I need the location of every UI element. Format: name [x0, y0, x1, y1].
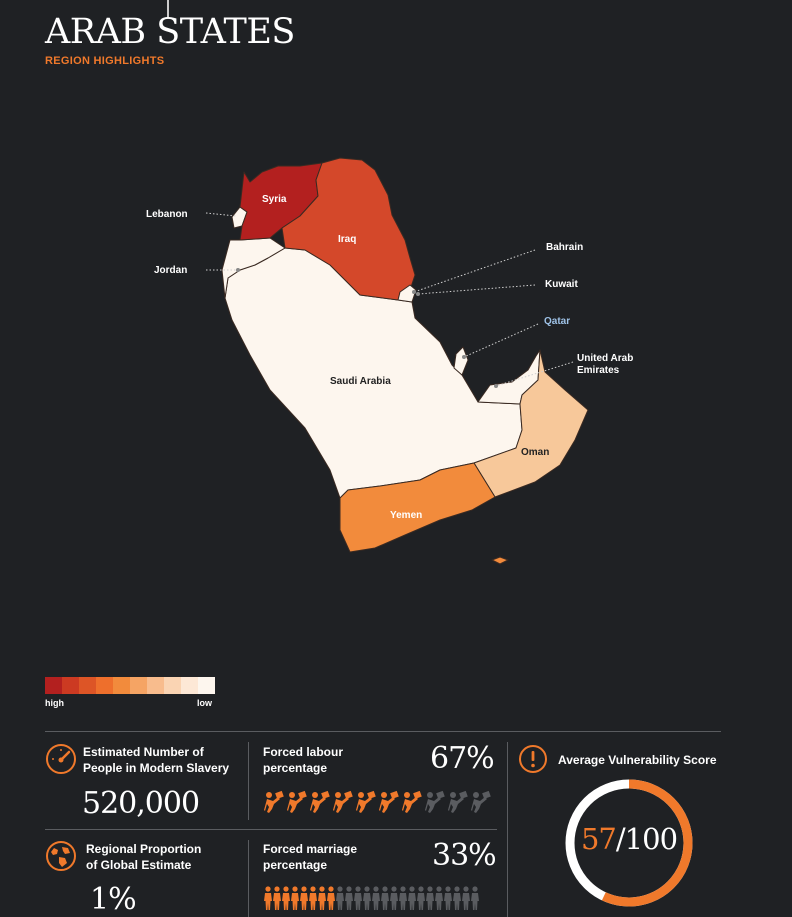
worker-pushing-icon [333, 790, 353, 813]
country-yemen[interactable] [339, 462, 496, 553]
legend-swatch [96, 677, 113, 694]
page-subtitle: REGION HIGHLIGHTS [45, 55, 165, 67]
label-bahrain: Bahrain [546, 242, 583, 253]
stats-middle-divider [45, 829, 497, 830]
person-icon [444, 886, 452, 910]
label-kuwait: Kuwait [545, 279, 578, 290]
vulnerability-score-max: /100 [615, 822, 678, 856]
stats-vdivider-2 [248, 840, 249, 917]
worker-pushing-icon [264, 790, 284, 813]
person-icon [291, 886, 299, 910]
label-oman: Oman [521, 447, 549, 458]
legend-swatch [147, 677, 164, 694]
label-jordan: Jordan [154, 265, 187, 276]
worker-pushing-icon [402, 790, 422, 813]
page-title: ARAB STATES [45, 12, 295, 52]
person-icon [336, 886, 344, 910]
label-uae-line2: Emirates [577, 365, 620, 376]
person-icon [372, 886, 380, 910]
label-uae-line1: United Arab [577, 353, 633, 364]
person-icon [426, 886, 434, 910]
forced-labour-label: Forced labour percentage [263, 745, 344, 775]
legend-swatch [79, 677, 96, 694]
stats-vdivider-3 [507, 742, 508, 917]
person-icon [309, 886, 317, 910]
proportion-value: 1% [90, 882, 137, 917]
forced-marriage-value: 33% [432, 838, 497, 873]
person-icon [381, 886, 389, 910]
person-icon [264, 886, 272, 910]
country-kuwait[interactable] [397, 284, 417, 303]
person-icon [345, 886, 353, 910]
estimated-label: Estimated Number of People in Modern Sla… [83, 745, 230, 775]
estimated-value: 520,000 [82, 786, 200, 821]
legend-swatch [181, 677, 198, 694]
leader-uae [495, 361, 574, 387]
forced-marriage-label: Forced marriage percentage [263, 842, 358, 872]
label-yemen: Yemen [390, 510, 422, 521]
label-lebanon: Lebanon [146, 209, 188, 220]
person-icon [300, 886, 308, 910]
label-qatar: Qatar [544, 316, 570, 327]
legend-swatch [130, 677, 147, 694]
worker-pushing-icon [287, 790, 307, 813]
legend-high-label: high [45, 698, 64, 708]
person-icon [273, 886, 281, 910]
alert-icon [519, 745, 547, 773]
person-icon [453, 886, 461, 910]
worker-pushing-icon [379, 790, 399, 813]
legend-swatch [198, 677, 215, 694]
leader-bahrain [413, 249, 536, 293]
legend-low-label: low [197, 698, 212, 708]
person-icon [471, 886, 479, 910]
vulnerability-label: Average Vulnerability Score [558, 753, 717, 767]
person-icon [327, 886, 335, 910]
label-saudi-arabia: Saudi Arabia [330, 376, 391, 387]
legend-swatch [164, 677, 181, 694]
person-icon [417, 886, 425, 910]
proportion-label: Regional Proportion of Global Estimate [86, 842, 202, 872]
forced-labour-icon-row [264, 790, 491, 814]
vulnerability-gauge [565, 779, 693, 907]
island-socotra [491, 556, 509, 565]
globe-icon [46, 841, 76, 871]
worker-pushing-icon [310, 790, 330, 813]
gauge-icon [46, 744, 76, 774]
leader-lebanon [205, 212, 237, 217]
person-icon [435, 886, 443, 910]
country-qatar[interactable] [453, 346, 469, 376]
top-divider [167, 0, 169, 18]
stats-vdivider-1 [248, 742, 249, 820]
label-syria: Syria [262, 194, 287, 205]
person-icon [399, 886, 407, 910]
leader-kuwait [417, 284, 536, 295]
stats-top-divider [45, 731, 721, 732]
forced-labour-value: 67% [430, 741, 495, 776]
worker-pushing-icon [356, 790, 376, 813]
forced-marriage-icon-row [264, 886, 479, 910]
worker-pushing-icon [471, 790, 491, 813]
leader-qatar [463, 323, 539, 358]
worker-pushing-icon [425, 790, 445, 813]
vulnerability-score: 57/100 [564, 822, 694, 856]
vulnerability-score-value: 57 [580, 822, 617, 856]
worker-pushing-icon [448, 790, 468, 813]
person-icon [282, 886, 290, 910]
legend-swatch [62, 677, 79, 694]
person-icon [354, 886, 362, 910]
label-iraq: Iraq [338, 234, 356, 245]
legend-swatch [113, 677, 130, 694]
person-icon [390, 886, 398, 910]
vulnerability-gauge-arc [565, 779, 693, 907]
person-icon [462, 886, 470, 910]
person-icon [408, 886, 416, 910]
person-icon [363, 886, 371, 910]
region-map: Syria Iraq Lebanon Jordan Bahrain Kuwait… [146, 157, 633, 565]
legend-swatch [45, 677, 62, 694]
person-icon [318, 886, 326, 910]
